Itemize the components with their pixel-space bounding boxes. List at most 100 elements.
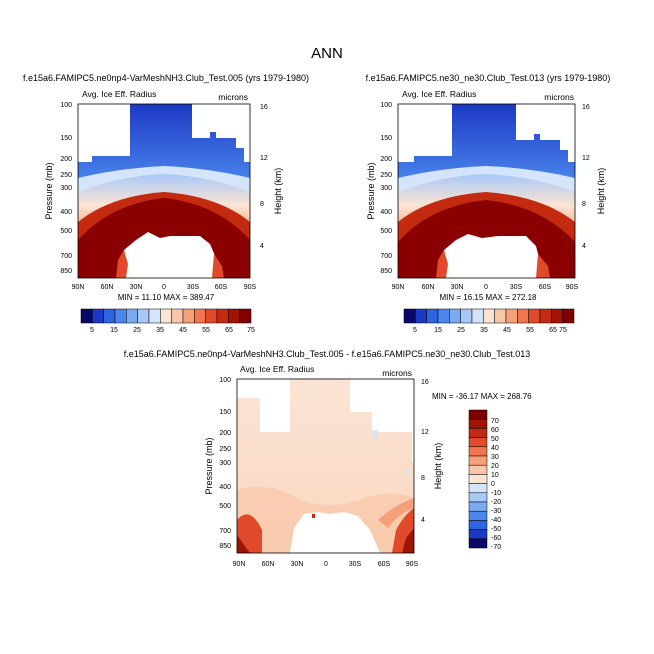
x-tick-label: 30S [349, 561, 362, 568]
x-tick-label: 0 [324, 561, 328, 568]
colorbar-label: 70 [491, 418, 499, 425]
x-tick-label: 30N [451, 284, 464, 291]
y-tick-label: 700 [380, 253, 392, 260]
panel-3-y-ticks: 100 150 200 250 300 400 500 700 850 [219, 377, 231, 550]
colorbar-swatch [468, 428, 488, 438]
x-tick-label: 60N [101, 284, 114, 291]
colorbar-swatch [468, 492, 488, 503]
colorbar-swatch [426, 308, 439, 324]
colorbar-swatch [216, 308, 229, 324]
panel-2-title: f.e15a6.FAMIPC5.ne30_ne30.Club_Test.013 … [366, 73, 611, 83]
colorbar-swatch [92, 308, 104, 324]
y-right-tick-label: 8 [260, 201, 264, 208]
panel-3-plot-area [236, 378, 415, 554]
y-right-tick-label: 4 [260, 243, 264, 250]
colorbar-swatch [468, 464, 488, 475]
panel-3-colorbar [468, 409, 488, 549]
y-right-tick-label: 16 [260, 104, 268, 111]
panel-3-colorbar-labels: 70 60 50 40 30 20 10 0 -10 -20 -30 -40 -… [491, 418, 501, 551]
colorbar-label: 15 [110, 327, 118, 334]
panel-1-stats: MIN = 11.10 MAX = 389.47 [118, 293, 215, 302]
y-tick-label: 400 [219, 484, 231, 491]
y-tick-label: 200 [380, 156, 392, 163]
y-right-tick-label: 8 [421, 475, 425, 482]
colorbar-label: 5 [90, 327, 94, 334]
panel-3-x-ticks: 90N 60N 30N 0 30S 60S 90S [233, 561, 419, 568]
y-tick-label: 150 [219, 409, 231, 416]
panel-2: f.e15a6.FAMIPC5.ne30_ne30.Club_Test.013 … [366, 73, 611, 334]
colorbar-label: -40 [491, 517, 501, 524]
panel-2-variable-label: Avg. Ice Eff. Radius [402, 89, 476, 99]
panel-1-title: f.e15a6.FAMIPC5.ne0np4-VarMeshNH3.Club_T… [23, 73, 309, 83]
colorbar-swatch [468, 538, 488, 549]
x-tick-label: 60N [262, 561, 275, 568]
colorbar-swatch [468, 474, 488, 484]
y-tick-label: 100 [219, 377, 231, 384]
x-tick-label: 90S [406, 561, 419, 568]
panel-3-variable-label: Avg. Ice Eff. Radius [240, 364, 314, 374]
y-tick-label: 100 [380, 102, 392, 109]
colorbar-label: 35 [156, 327, 164, 334]
panel-1-x-ticks: 90N 60N 30N 0 30S 60S 90S [72, 284, 257, 291]
colorbar-swatch [471, 308, 484, 324]
panel-1-plot-area [77, 103, 251, 279]
colorbar-label: 25 [457, 327, 465, 334]
colorbar-swatch [449, 308, 461, 324]
colorbar-swatch [182, 308, 195, 324]
x-tick-label: 60S [539, 284, 552, 291]
y-tick-label: 250 [60, 172, 72, 179]
colorbar-label: 25 [133, 327, 141, 334]
colorbar-label: 20 [491, 463, 499, 470]
colorbar-label: 45 [503, 327, 511, 334]
colorbar-label: -30 [491, 508, 501, 515]
colorbar-swatch [171, 308, 184, 324]
x-tick-label: 90S [566, 284, 579, 291]
colorbar-swatch [126, 308, 138, 324]
colorbar-label: 40 [491, 445, 499, 452]
y-right-tick-label: 8 [582, 201, 586, 208]
y-tick-label: 850 [60, 268, 72, 275]
colorbar-label: 55 [526, 327, 534, 334]
colorbar-swatch [80, 308, 93, 324]
colorbar-swatch [468, 483, 488, 494]
colorbar-label: -20 [491, 499, 501, 506]
x-tick-label: 30N [130, 284, 143, 291]
y-tick-label: 850 [219, 543, 231, 550]
y-right-tick-label: 4 [421, 517, 425, 524]
x-tick-label: 30S [510, 284, 523, 291]
y-tick-label: 700 [219, 528, 231, 535]
x-tick-label: 0 [162, 284, 166, 291]
colorbar-label: 65 [225, 327, 233, 334]
colorbar-label: 5 [413, 327, 417, 334]
panel-2-stats: MIN = 16.15 MAX = 272.18 [440, 293, 537, 302]
colorbar-swatch [562, 308, 575, 324]
panel-2-ylabel-right: Height (km) [596, 168, 606, 215]
y-tick-label: 200 [219, 430, 231, 437]
colorbar-swatch [468, 437, 488, 448]
colorbar-label: -60 [491, 535, 501, 542]
colorbar-swatch [239, 308, 252, 324]
y-tick-label: 250 [380, 172, 392, 179]
panel-2-units-label: microns [544, 92, 574, 102]
y-tick-label: 150 [60, 135, 72, 142]
panel-1-colorbar [80, 308, 252, 324]
colorbar-label: 15 [434, 327, 442, 334]
colorbar-swatch [494, 308, 507, 324]
panel-2-y-ticks: 100 150 200 250 300 400 500 700 850 [380, 102, 392, 275]
y-tick-label: 400 [60, 209, 72, 216]
y-tick-label: 250 [219, 446, 231, 453]
panel-3-stats: MIN = -36.17 MAX = 268.76 [432, 392, 532, 401]
panel-3-ylabel-right: Height (km) [433, 443, 443, 490]
colorbar-label: 55 [202, 327, 210, 334]
y-right-tick-label: 12 [260, 155, 268, 162]
colorbar-label: 75 [559, 327, 567, 334]
y-tick-label: 150 [380, 135, 392, 142]
colorbar-swatch [460, 308, 473, 324]
panel-1-variable-label: Avg. Ice Eff. Radius [82, 89, 156, 99]
colorbar-label: -10 [491, 490, 501, 497]
x-tick-label: 60S [215, 284, 228, 291]
colorbar-label: 65 [549, 327, 557, 334]
y-tick-label: 500 [219, 503, 231, 510]
y-tick-label: 850 [380, 268, 392, 275]
y-right-tick-label: 16 [421, 379, 429, 386]
